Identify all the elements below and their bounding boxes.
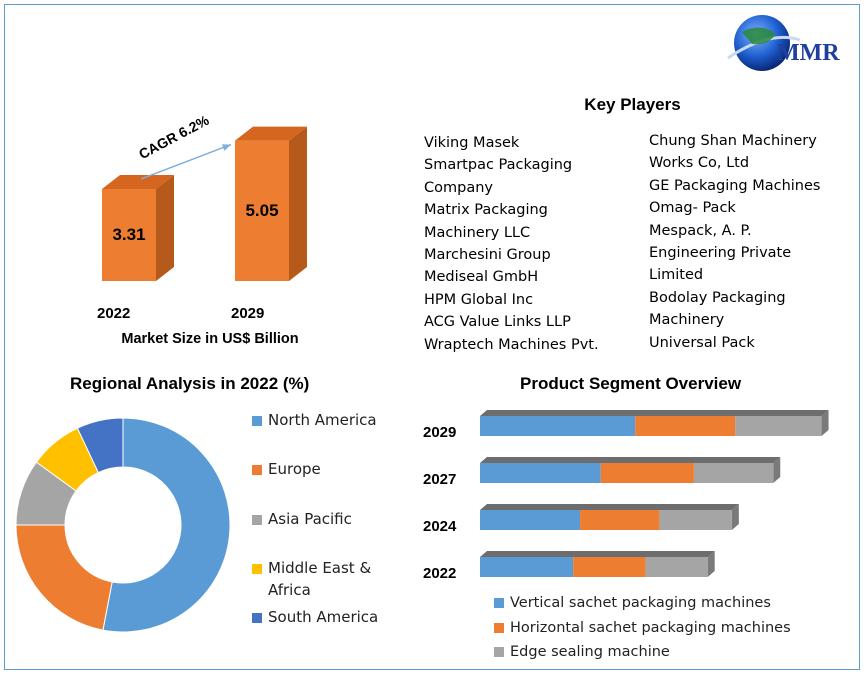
key-player-item: ACG Value Links LLP — [424, 314, 571, 331]
legend-label: Europe — [268, 460, 321, 478]
key-player-item: Wraptech Machines Pvt. — [424, 336, 599, 353]
key-player-item: Viking Masek — [424, 135, 520, 151]
key-players-left-column: Viking Masek Smartpac Packaging Company … — [424, 132, 599, 356]
key-player-item: Bodolay Packaging — [649, 289, 786, 306]
year-label-2029: 2029 — [231, 305, 265, 322]
key-player-item: Machinery — [649, 312, 725, 329]
legend-south-america: South America — [252, 608, 378, 626]
legend-label: South America — [268, 608, 379, 626]
legend-label: Asia Pacific — [268, 510, 352, 528]
key-player-item: Mespack, A. P. — [649, 222, 752, 239]
legend-swatch — [252, 465, 262, 475]
segment-year-2022: 2022 — [423, 565, 457, 582]
legend-swatch — [252, 416, 262, 426]
bar-value-label-2029: 5.05 — [245, 200, 279, 220]
legend-horizontal-sachet: Horizontal sachet packaging machines — [494, 620, 791, 636]
legend-asia-pacific: Asia Pacific — [252, 510, 352, 528]
legend-europe: Europe — [252, 460, 321, 478]
legend-label: Middle East & Africa — [268, 559, 372, 599]
legend-label: North America — [268, 411, 377, 429]
key-player-item: Smartpac Packaging — [424, 157, 573, 174]
key-player-item: GE Packaging Machines — [649, 177, 821, 194]
key-players-right-column: Chung Shan Machinery Works Co, Ltd GE Pa… — [649, 130, 820, 354]
year-label-2022: 2022 — [97, 305, 131, 322]
legend-swatch — [252, 515, 262, 525]
logo-text: MMR — [777, 40, 840, 66]
regional-analysis-title: Regional Analysis in 2022 (%) — [70, 374, 310, 393]
legend-vertical-sachet: Vertical sachet packaging machines — [494, 595, 771, 611]
key-player-item: Engineering Private — [649, 245, 792, 262]
legend-label: Edge sealing machine — [510, 644, 670, 660]
key-player-item: Company — [424, 179, 493, 196]
key-player-item: Chung Shan Machinery — [649, 133, 817, 149]
key-player-item: Matrix Packaging — [424, 202, 548, 219]
key-player-item: Mediseal GmbH — [424, 269, 539, 286]
legend-north-america: North America — [252, 411, 377, 429]
segment-year-2027: 2027 — [423, 471, 457, 488]
key-player-item: Omag- Pack — [649, 200, 736, 217]
legend-swatch — [494, 598, 504, 608]
legend-middle-east-africa: Middle East & Africa — [252, 559, 371, 601]
key-player-item: Universal Pack — [649, 334, 755, 351]
legend-swatch — [494, 647, 504, 657]
bar-value-label-2022: 3.31 — [112, 224, 146, 244]
key-player-item: Machinery LLC — [424, 224, 531, 241]
segment-year-2029: 2029 — [423, 424, 457, 441]
segment-year-2024: 2024 — [423, 518, 457, 535]
legend-label: Horizontal sachet packaging machines — [510, 620, 791, 636]
legend-swatch — [252, 564, 262, 574]
product-segment-title: Product Segment Overview — [520, 374, 742, 393]
legend-label: Vertical sachet packaging machines — [510, 595, 771, 611]
infographic-frame — [4, 4, 860, 670]
key-player-item: Marchesini Group — [424, 247, 551, 264]
legend-edge-sealing: Edge sealing machine — [494, 644, 670, 660]
key-player-item: HPM Global Inc — [424, 291, 534, 308]
legend-swatch — [494, 623, 504, 633]
legend-swatch — [252, 613, 262, 623]
market-size-title: Market Size in US$ Billion — [121, 331, 299, 347]
key-player-item: Works Co, Ltd — [649, 155, 750, 172]
key-player-item: Limited — [649, 267, 704, 284]
key-players-title: Key Players — [584, 95, 681, 114]
